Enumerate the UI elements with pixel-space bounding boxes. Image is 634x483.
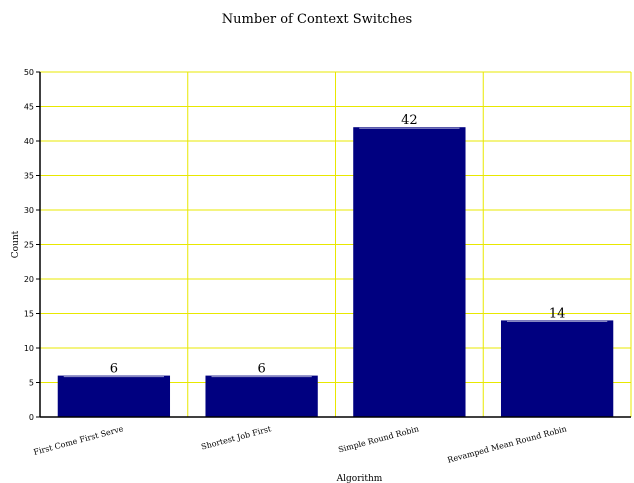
labels: 6 6 42 14 0 5 10 15 20 25 30 35 40 45 50 First Come Fir… <box>11 68 568 483</box>
data-label: 14 <box>549 306 566 321</box>
data-label: 6 <box>110 362 118 377</box>
y-tick-label: 40 <box>24 137 34 146</box>
y-tick-label: 5 <box>29 379 34 388</box>
x-tick-label: First Come First Serve <box>33 424 125 457</box>
grid-lines <box>40 71 632 417</box>
axes <box>36 71 631 418</box>
bars <box>57 127 614 417</box>
data-label: 6 <box>257 362 265 377</box>
y-tick-label: 30 <box>24 206 34 215</box>
y-tick-label: 0 <box>29 413 34 422</box>
bar <box>353 127 466 417</box>
chart-title: Number of Context Switches <box>221 12 413 27</box>
bar <box>57 375 171 417</box>
y-tick-label: 50 <box>24 68 34 77</box>
y-tick-label: 35 <box>24 172 34 181</box>
data-label: 42 <box>401 113 418 128</box>
y-tick-label: 15 <box>24 310 34 319</box>
bar <box>205 375 318 417</box>
y-tick-label: 25 <box>24 241 34 250</box>
bar <box>500 320 614 417</box>
y-axis-label: Count <box>11 230 21 258</box>
x-tick-label: Simple Round Robin <box>337 424 420 454</box>
y-tick-label: 10 <box>24 344 34 353</box>
y-tick-label: 45 <box>24 103 34 112</box>
x-tick-label: Revamped Mean Round Robin <box>446 424 567 465</box>
x-tick-label: Shortest Job First <box>200 424 273 452</box>
x-axis-label: Algorithm <box>336 474 383 483</box>
y-tick-label: 20 <box>24 275 34 284</box>
